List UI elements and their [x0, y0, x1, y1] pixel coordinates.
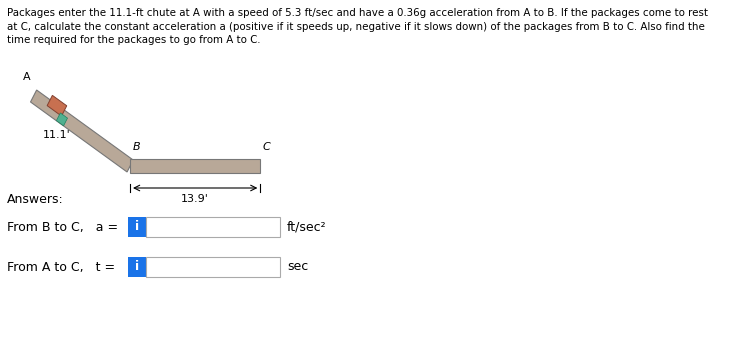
Text: C: C	[263, 142, 271, 152]
Text: From B to C,   a =: From B to C, a =	[7, 221, 118, 234]
Text: B: B	[132, 142, 141, 152]
Text: 11.1': 11.1'	[42, 130, 70, 140]
FancyBboxPatch shape	[128, 257, 146, 277]
Text: i: i	[135, 261, 139, 274]
Text: sec: sec	[287, 261, 308, 274]
FancyBboxPatch shape	[146, 217, 280, 237]
Text: From A to C,   t =: From A to C, t =	[7, 261, 115, 274]
FancyBboxPatch shape	[146, 257, 280, 277]
Text: 13.9': 13.9'	[181, 194, 209, 204]
Text: ft/sec²: ft/sec²	[287, 221, 327, 234]
Text: Answers:: Answers:	[7, 193, 64, 206]
Text: i: i	[135, 221, 139, 234]
Text: A: A	[23, 72, 31, 82]
Bar	[47, 95, 67, 116]
Bar	[57, 113, 67, 126]
FancyBboxPatch shape	[128, 217, 146, 237]
Text: Packages enter the 11.1-ft chute at A with a speed of 5.3 ft/sec and have a 0.36: Packages enter the 11.1-ft chute at A wi…	[7, 8, 708, 45]
Polygon shape	[130, 159, 260, 173]
Polygon shape	[30, 90, 133, 172]
